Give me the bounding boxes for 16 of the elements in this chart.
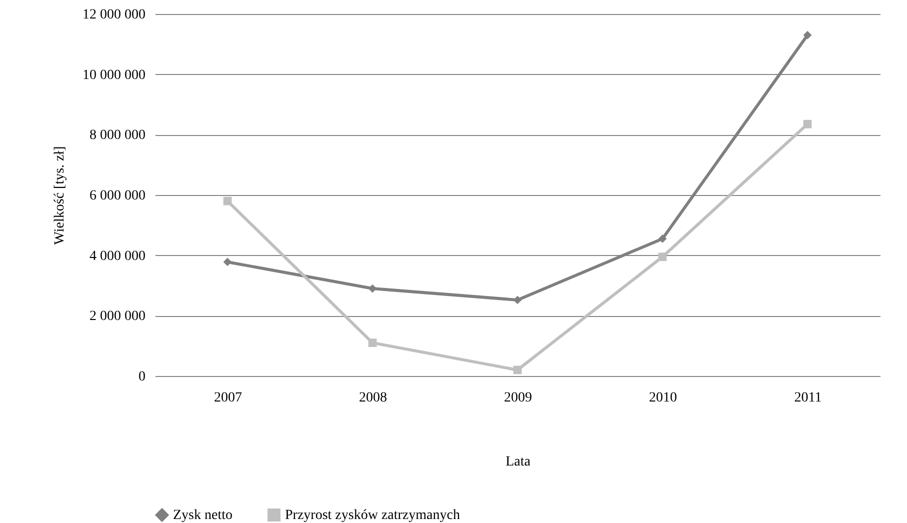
y-tick-label: 4 000 000	[90, 248, 146, 264]
y-tick-label: 0	[138, 370, 146, 384]
y-tick-label: 10 000 000	[82, 68, 146, 83]
legend-label: Przyrost zysków zatrzymanych	[285, 508, 460, 523]
x-tick-label: 2007	[214, 390, 242, 406]
legend-label: Zysk netto	[173, 508, 232, 523]
x-tick-label: 2011	[794, 390, 822, 406]
x-tick-label: 2010	[649, 390, 677, 406]
y-axis-title: Wielkość [tys. zł]	[52, 146, 68, 245]
y-tick-label: 6 000 000	[90, 188, 146, 204]
x-axis-title: Lata	[506, 454, 532, 470]
y-tick-label: 8 000 000	[90, 128, 146, 144]
y-tick-label: 2 000 000	[90, 309, 146, 324]
x-tick-label: 2008	[359, 390, 387, 406]
x-tick-label: 2009	[504, 390, 532, 406]
y-tick-label: 12 000 000	[82, 8, 146, 22]
